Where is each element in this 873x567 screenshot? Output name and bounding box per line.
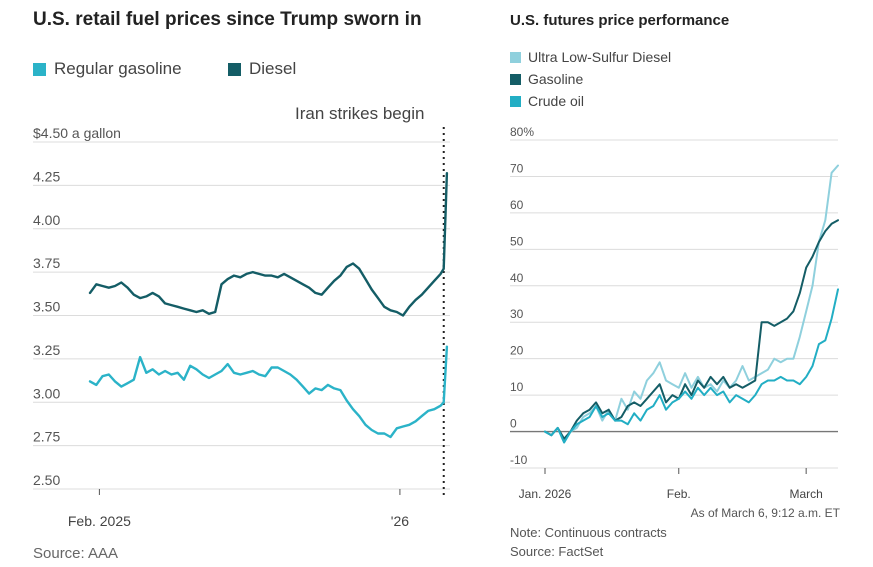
legend-swatch-crude-oil [510, 95, 521, 107]
chart1-xtick-label: Jan. 2026 [519, 487, 572, 501]
chart1-ytick-label: 60 [510, 198, 524, 212]
right-source: Source: FactSet [510, 544, 604, 559]
chart1-ytick-label: 50 [510, 234, 524, 248]
chart1-xtick-label: March [789, 487, 822, 501]
legend-label-ulsd: Ultra Low-Sulfur Diesel [528, 49, 672, 65]
chart0-series-regular-gasoline [88, 345, 449, 439]
timestamp-note: As of March 6, 9:12 a.m. ET [690, 506, 840, 520]
chart0-ytick-label: 3.50 [33, 299, 60, 315]
legend-swatch-regular-gasoline [33, 62, 46, 76]
left-chart-title: U.S. retail fuel prices since Trump swor… [33, 9, 422, 30]
legend-crude-oil: Crude oil [510, 93, 584, 109]
legend-gasoline: Gasoline [510, 71, 583, 87]
chart1-series-gasoline [544, 219, 839, 440]
contracts-note: Note: Continuous contracts [510, 525, 667, 540]
chart0-series-diesel [88, 171, 449, 317]
legend-ulsd: Ultra Low-Sulfur Diesel [510, 49, 671, 65]
legend-regular-gasoline: Regular gasoline [33, 59, 182, 79]
chart0-xtick-label: Feb. 2025 [68, 513, 131, 529]
chart1-ytick-label: 80% [510, 125, 534, 139]
chart1-ytick-label: 40 [510, 271, 524, 285]
legend-label-gasoline: Gasoline [528, 71, 584, 87]
chart1-ytick-label: 0 [510, 417, 517, 431]
chart1-ytick-label: 20 [510, 344, 524, 358]
chart0-ytick-label: 4.25 [33, 168, 60, 184]
chart1-series-crude-oil [544, 288, 839, 444]
chart1-ytick-label: -10 [510, 453, 528, 467]
chart0-xtick-label: '26 [391, 513, 409, 529]
chart1-xtick-label: Feb. [667, 487, 691, 501]
legend-label-diesel: Diesel [249, 59, 297, 78]
legend-diesel: Diesel [228, 59, 296, 79]
chart0-ytick-label: 2.50 [33, 472, 60, 488]
chart0-ytick-label: 3.25 [33, 342, 60, 358]
legend-label-crude-oil: Crude oil [528, 93, 585, 109]
legend-swatch-diesel [228, 62, 241, 76]
chart0-ytick-label: 4.00 [33, 212, 60, 228]
legend-swatch-ulsd [510, 51, 521, 63]
chart1-ytick-label: 70 [510, 161, 524, 175]
chart0-ytick-label: 2.75 [33, 429, 60, 445]
legend-swatch-gasoline [510, 73, 521, 85]
iran-strikes-annotation: Iran strikes begin [295, 104, 425, 123]
left-source: Source: AAA [33, 545, 119, 562]
chart0-ytick-label: $4.50 a gallon [33, 125, 121, 141]
chart1-ytick-label: 30 [510, 307, 524, 321]
chart1-series-ultra-low-sulfur-diesel [544, 164, 839, 444]
chart1-ytick-label: 10 [510, 380, 524, 394]
right-chart-title: U.S. futures price performance [510, 12, 730, 29]
chart0-ytick-label: 3.75 [33, 255, 60, 271]
chart0-ytick-label: 3.00 [33, 385, 60, 401]
legend-label-regular-gasoline: Regular gasoline [54, 59, 182, 78]
